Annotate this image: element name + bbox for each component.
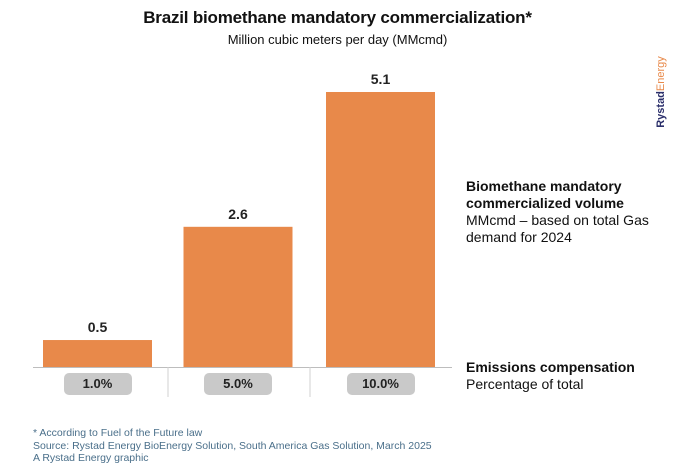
- bar-5.0%: [184, 227, 293, 367]
- bar-1.0%: [43, 340, 152, 367]
- category-label-pill: 10.0%: [347, 373, 415, 395]
- category-label-pill: 5.0%: [204, 373, 272, 395]
- category-label-pill: 1.0%: [64, 373, 132, 395]
- legend-emissions: Emissions compensation Percentage of tot…: [466, 359, 666, 393]
- bar-value-label: 5.1: [371, 71, 391, 87]
- legend-emissions-desc: Percentage of total: [466, 376, 666, 393]
- bar-value-label: 2.6: [228, 206, 248, 222]
- footnote: * According to Fuel of the Future law: [33, 427, 432, 440]
- credit-note: A Rystad Energy graphic: [33, 452, 432, 465]
- source-note: Source: Rystad Energy BioEnergy Solution…: [33, 440, 432, 453]
- bar-10.0%: [326, 92, 435, 367]
- bar-value-label: 0.5: [88, 319, 108, 335]
- legend-volume-desc: MMcmd – based on total Gas demand for 20…: [466, 212, 666, 246]
- legend-emissions-title: Emissions compensation: [466, 359, 666, 376]
- footer: * According to Fuel of the Future law So…: [33, 427, 432, 465]
- legend-volume: Biomethane mandatory commercialized volu…: [466, 178, 666, 246]
- legend-volume-title: Biomethane mandatory commercialized volu…: [466, 178, 666, 212]
